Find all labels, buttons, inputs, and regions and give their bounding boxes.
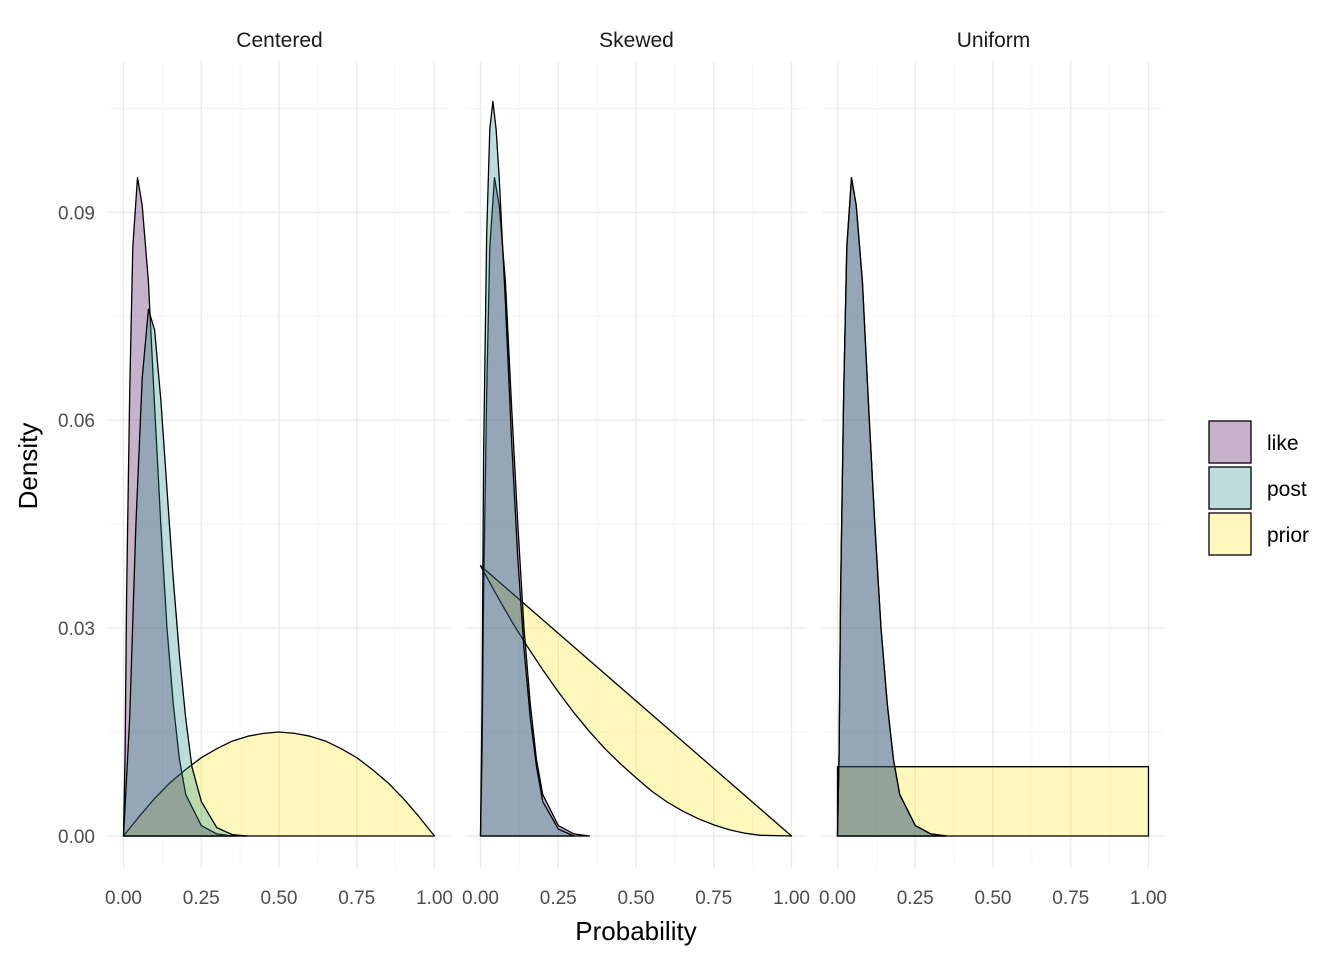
facet-strip-label: Skewed xyxy=(599,29,674,52)
legend-label-prior: prior xyxy=(1267,524,1309,547)
y-tick-label: 0.00 xyxy=(58,827,95,848)
x-tick-label: 0.25 xyxy=(897,888,934,909)
legend: like post prior xyxy=(1208,420,1309,556)
facet-panel-centered: Centered 0.00 0.25 0.50 0.75 1.00 xyxy=(105,29,453,909)
legend-label-post: post xyxy=(1267,478,1307,501)
density-area-prior xyxy=(122,731,436,837)
density-area-like xyxy=(122,176,233,837)
legend-key-prior xyxy=(1208,512,1252,556)
legend-key-post xyxy=(1208,466,1252,510)
facet-strip-label: Uniform xyxy=(957,29,1031,52)
x-tick-label: 1.00 xyxy=(773,888,810,909)
x-tick-label: 0.25 xyxy=(183,888,220,909)
y-axis: 0.00 0.03 0.06 0.09 xyxy=(58,203,95,848)
x-tick-label: 0.75 xyxy=(695,888,732,909)
facet-strip-label: Centered xyxy=(236,29,322,52)
x-tick-label: 0.00 xyxy=(105,888,142,909)
density-area-prior xyxy=(479,565,793,837)
x-tick-label: 0.25 xyxy=(540,888,577,909)
x-tick-label: 0.75 xyxy=(1052,888,1089,909)
facet-panel-uniform: Uniform 0.00 0.25 0.50 0.75 1.00 xyxy=(819,29,1167,909)
x-tick-label: 0.50 xyxy=(261,888,298,909)
y-tick-label: 0.09 xyxy=(58,203,95,224)
x-tick-label: 0.50 xyxy=(618,888,655,909)
x-tick-label: 0.50 xyxy=(975,888,1012,909)
density-area-post xyxy=(479,100,575,837)
density-area-prior xyxy=(836,766,1150,837)
panels-layer: Centered 0.00 0.25 0.50 0.75 1.00 Skewed 0.00 0.… xyxy=(105,29,1167,909)
facet-panel-skewed: Skewed 0.00 0.25 0.50 0.75 1.00 xyxy=(462,29,810,909)
y-axis-title: Density xyxy=(13,423,43,510)
x-tick-label: 1.00 xyxy=(1130,888,1167,909)
x-axis-title: Probability xyxy=(575,916,696,946)
x-tick-label: 0.00 xyxy=(819,888,856,909)
legend-key-like xyxy=(1208,420,1252,464)
density-area-post xyxy=(122,308,249,837)
x-tick-label: 0.75 xyxy=(338,888,375,909)
legend-label-like: like xyxy=(1267,432,1299,455)
y-tick-label: 0.06 xyxy=(58,411,95,432)
x-tick-label: 0.00 xyxy=(462,888,499,909)
density-area-post xyxy=(836,176,948,837)
y-tick-label: 0.03 xyxy=(58,619,95,640)
x-tick-label: 1.00 xyxy=(416,888,453,909)
